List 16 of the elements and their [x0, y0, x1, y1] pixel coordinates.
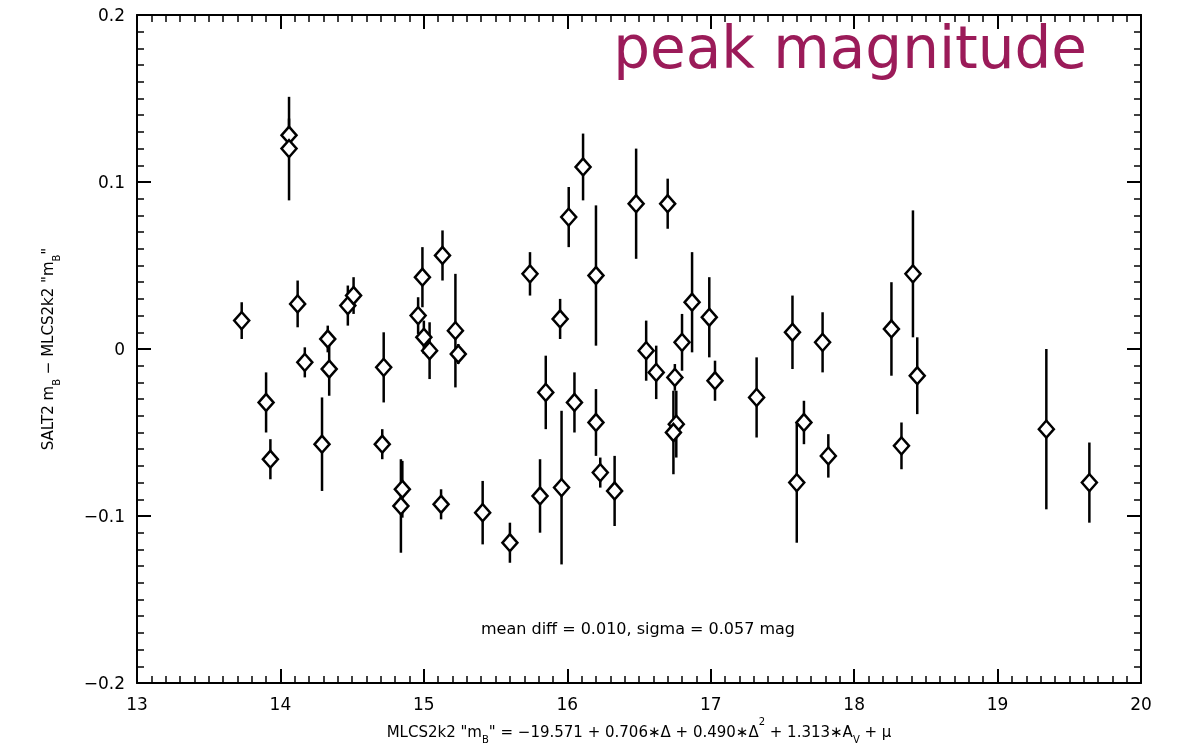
chart-title: peak magnitude	[613, 14, 1088, 82]
x-tick-label: 13	[126, 693, 148, 714]
y-tick-label: 0.2	[97, 5, 125, 25]
x-tick-label: 16	[556, 693, 579, 714]
annotation: mean diff = 0.010, sigma = 0.057 mag	[481, 618, 795, 638]
y-axis-title: SALT2 mB − MLCS2k2 "mB"	[39, 247, 62, 451]
x-tick-label: 17	[699, 693, 722, 714]
x-tick-label: 19	[986, 693, 1009, 714]
y-tick-label: −0.1	[83, 506, 125, 526]
x-tick-label: 20	[1130, 693, 1152, 714]
x-tick-label: 18	[843, 693, 865, 714]
x-tick-label: 15	[413, 693, 435, 714]
x-tick-label: 14	[269, 693, 292, 714]
y-tick-label: 0.1	[97, 172, 125, 192]
y-tick-label: −0.2	[83, 673, 125, 693]
y-tick-label: 0	[114, 339, 125, 359]
